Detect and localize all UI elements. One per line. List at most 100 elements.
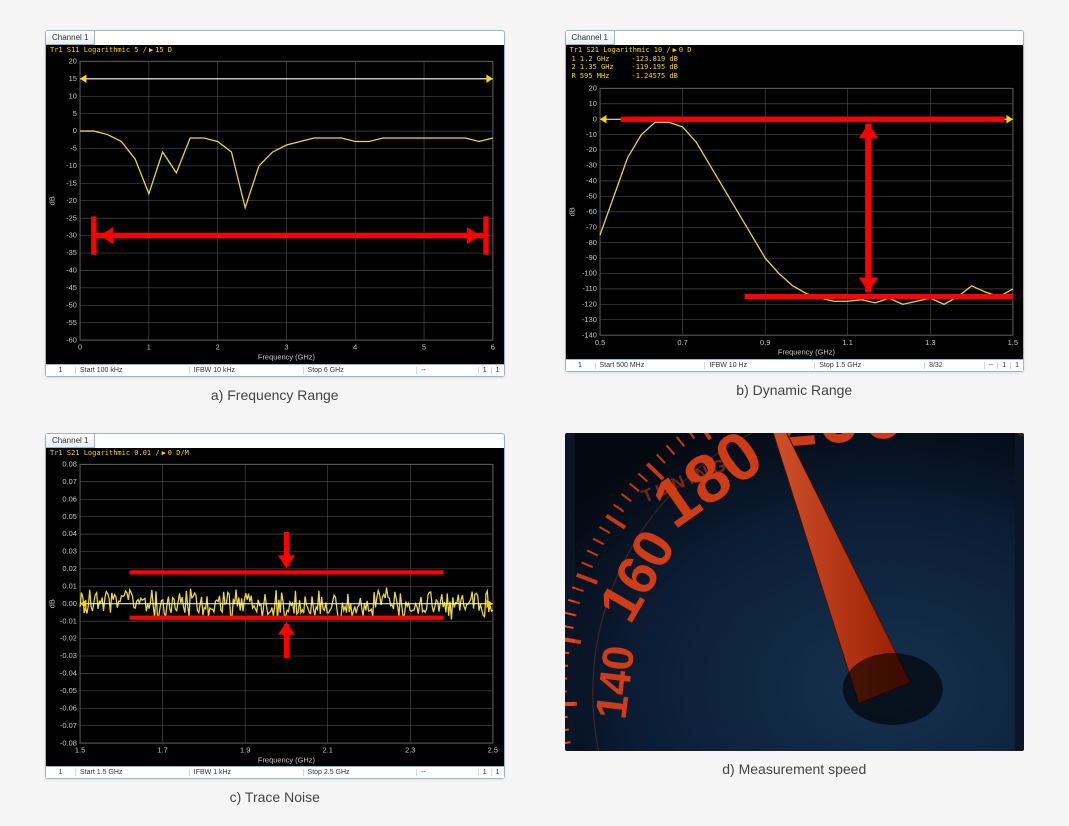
svg-text:0: 0 [592, 115, 596, 124]
svg-text:0.04: 0.04 [62, 529, 76, 538]
svg-text:-50: -50 [66, 300, 77, 309]
caption: b) Dynamic Range [736, 382, 852, 398]
svg-text:-130: -130 [581, 315, 596, 324]
svg-text:-25: -25 [66, 213, 77, 222]
status-bar: 1 Start 100 kHz IFBW 10 kHz Stop 6 GHz -… [46, 364, 504, 376]
svg-text:5: 5 [73, 109, 77, 118]
status-start: Start 100 kHz [76, 367, 190, 374]
svg-text:-10: -10 [66, 161, 77, 170]
status-a: 1 [479, 367, 492, 374]
svg-text:0.02: 0.02 [62, 564, 76, 573]
status-ch: 1 [46, 367, 76, 374]
svg-text:0.03: 0.03 [62, 546, 76, 555]
status-stop: Stop 2.5 GHz [304, 769, 418, 776]
svg-text:0.01: 0.01 [62, 581, 76, 590]
status-ifbw: IFBW 10 Hz [705, 362, 815, 369]
svg-text:-55: -55 [66, 318, 77, 327]
svg-text:0.05: 0.05 [62, 511, 76, 520]
svg-text:0: 0 [78, 343, 82, 352]
svg-text:Frequency (GHz): Frequency (GHz) [258, 352, 316, 361]
svg-text:5: 5 [422, 343, 426, 352]
gauge-image: 120140160180200TUNING [565, 433, 1025, 751]
svg-text:-120: -120 [581, 300, 596, 309]
svg-text:dB: dB [567, 207, 576, 216]
trace-header: Tr1 S21 Logarithmic 0.01 / ▶ 0 D/M [46, 448, 504, 458]
svg-text:-20: -20 [586, 145, 597, 154]
window-tab: Channel 1 [566, 31, 615, 45]
trace-header: Tr1 S11 Logarithmic 5 / ▶ 15 D [46, 45, 504, 55]
svg-text:-45: -45 [66, 283, 77, 292]
svg-text:10: 10 [69, 91, 77, 100]
vna-window-a: Channel 1 Tr1 S11 Logarithmic 5 / ▶ 15 D… [45, 30, 505, 377]
svg-text:-110: -110 [582, 284, 596, 293]
svg-text:4: 4 [353, 343, 357, 352]
vna-window-c: Channel 1 Tr1 S21 Logarithmic 0.01 / ▶ 0… [45, 433, 505, 780]
trace-header-text: Tr1 S21 Logarithmic 10 / [570, 46, 671, 54]
svg-text:-0.06: -0.06 [60, 703, 77, 712]
svg-text:15: 15 [69, 74, 77, 83]
status-extra: -- [417, 769, 478, 776]
trace-header: Tr1 S21 Logarithmic 10 / ▶ 0 D [566, 45, 1024, 55]
chart-area: -0.08-0.07-0.06-0.05-0.04-0.03-0.02-0.01… [46, 458, 504, 767]
svg-text:1: 1 [147, 343, 151, 352]
vna-window-b: Channel 1 Tr1 S21 Logarithmic 10 / ▶ 0 D… [565, 30, 1025, 372]
status-bar: 1 Start 1.5 GHz IFBW 1 kHz Stop 2.5 GHz … [46, 766, 504, 778]
trace-header-right: 0 D/M [168, 449, 189, 457]
svg-text:6: 6 [491, 343, 495, 352]
svg-text:-0.07: -0.07 [60, 720, 77, 729]
chart-svg: -140-130-120-110-100-90-80-70-60-50-40-3… [566, 82, 1024, 359]
svg-text:0.08: 0.08 [62, 459, 76, 468]
svg-text:1.5: 1.5 [75, 745, 85, 754]
svg-text:-0.04: -0.04 [60, 668, 77, 677]
svg-text:0.5: 0.5 [594, 338, 604, 347]
svg-text:-30: -30 [66, 231, 77, 240]
svg-text:1.1: 1.1 [842, 338, 852, 347]
play-icon: ▶ [162, 449, 166, 457]
status-a: 1 [479, 769, 492, 776]
svg-text:-0.05: -0.05 [60, 686, 77, 695]
svg-text:-40: -40 [586, 176, 597, 185]
svg-text:20: 20 [588, 84, 596, 93]
caption: a) Frequency Range [211, 387, 339, 403]
status-c: 1 [1011, 362, 1023, 369]
svg-text:2.5: 2.5 [488, 745, 498, 754]
trace-header-text: Tr1 S21 Logarithmic 0.01 / [50, 449, 160, 457]
status-stop: Stop 1.5 GHz [815, 362, 925, 369]
status-extra: -- [417, 367, 478, 374]
status-ifbw: IFBW 10 kHz [190, 367, 304, 374]
svg-text:-100: -100 [581, 269, 596, 278]
panel-measurement-speed: 120140160180200TUNING d) Measurement spe… [565, 433, 1025, 806]
status-start: Start 500 MHz [596, 362, 706, 369]
play-icon: ▶ [673, 46, 677, 54]
svg-text:-70: -70 [586, 223, 597, 232]
status-b: 1 [998, 362, 1011, 369]
svg-text:-30: -30 [586, 161, 597, 170]
svg-text:0.9: 0.9 [760, 338, 770, 347]
svg-text:-60: -60 [586, 207, 597, 216]
trace-header-right: 0 D [679, 46, 692, 54]
svg-text:10: 10 [588, 99, 596, 108]
svg-text:dB: dB [48, 599, 57, 608]
svg-text:-5: -5 [70, 144, 77, 153]
status-ifbw: IFBW 1 kHz [190, 769, 304, 776]
status-stop: Stop 6 GHz [304, 367, 418, 374]
svg-text:-40: -40 [66, 266, 77, 275]
status-ch: 1 [566, 362, 596, 369]
chart-area: -140-130-120-110-100-90-80-70-60-50-40-3… [566, 82, 1024, 359]
svg-text:2: 2 [216, 343, 220, 352]
svg-text:2.1: 2.1 [323, 745, 333, 754]
status-bar: 1 Start 500 MHz IFBW 10 Hz Stop 1.5 GHz … [566, 359, 1024, 371]
svg-text:Frequency (GHz): Frequency (GHz) [777, 348, 835, 357]
svg-text:0.06: 0.06 [62, 494, 76, 503]
svg-text:-0.02: -0.02 [60, 633, 77, 642]
gauge-svg: 120140160180200TUNING [565, 433, 1025, 751]
svg-text:-15: -15 [66, 178, 77, 187]
svg-text:-90: -90 [586, 253, 597, 262]
svg-text:3: 3 [284, 343, 288, 352]
status-extra: 8/32 [925, 362, 984, 369]
svg-text:0: 0 [73, 126, 77, 135]
play-icon: ▶ [149, 46, 153, 54]
caption: d) Measurement speed [722, 761, 866, 777]
svg-text:-20: -20 [66, 196, 77, 205]
trace-header-right: 15 D [155, 46, 172, 54]
